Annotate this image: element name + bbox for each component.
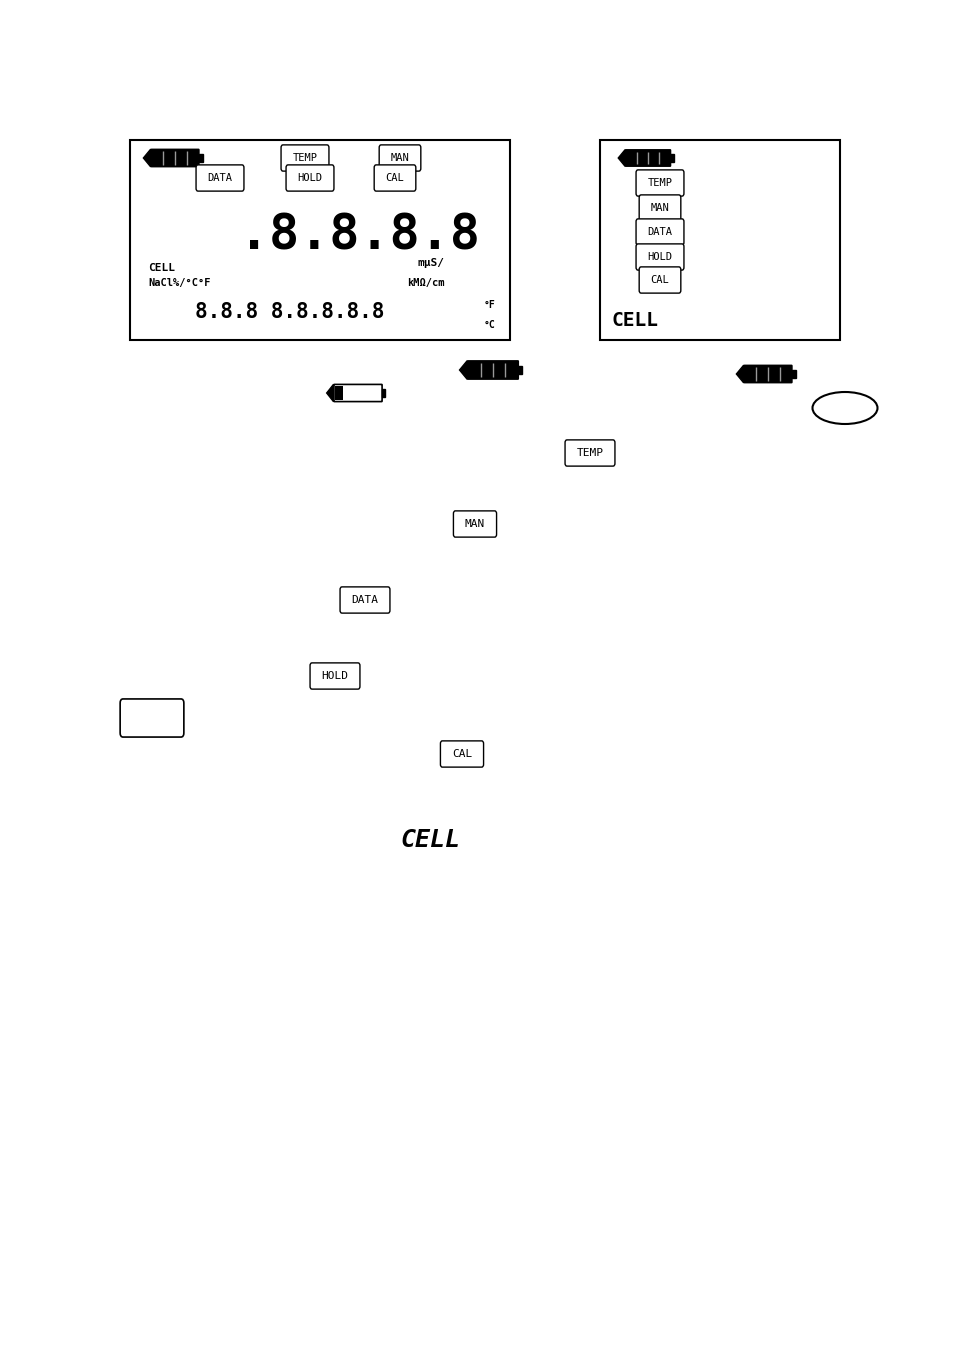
FancyBboxPatch shape xyxy=(339,587,390,612)
Text: HOLD: HOLD xyxy=(321,671,348,681)
Text: HOLD: HOLD xyxy=(647,251,672,262)
FancyBboxPatch shape xyxy=(467,361,517,379)
Text: CAL: CAL xyxy=(650,274,669,285)
Text: mµS/: mµS/ xyxy=(417,258,444,268)
FancyBboxPatch shape xyxy=(625,150,670,166)
Polygon shape xyxy=(326,384,334,402)
Text: .8.8.8.8: .8.8.8.8 xyxy=(239,211,480,260)
Polygon shape xyxy=(143,149,151,166)
Text: TEMP: TEMP xyxy=(647,178,672,188)
Text: CELL: CELL xyxy=(148,264,174,273)
FancyBboxPatch shape xyxy=(286,165,334,191)
Text: CELL: CELL xyxy=(399,827,459,852)
FancyBboxPatch shape xyxy=(636,243,683,270)
FancyBboxPatch shape xyxy=(374,165,416,191)
FancyBboxPatch shape xyxy=(743,365,791,383)
Text: TEMP: TEMP xyxy=(293,153,317,164)
Text: NaCl%/°C°F: NaCl%/°C°F xyxy=(148,279,211,288)
Text: TEMP: TEMP xyxy=(576,448,603,458)
FancyBboxPatch shape xyxy=(440,741,483,767)
Text: MAN: MAN xyxy=(390,153,409,164)
Text: DATA: DATA xyxy=(647,227,672,237)
Bar xyxy=(791,370,795,379)
FancyBboxPatch shape xyxy=(310,662,359,690)
Bar xyxy=(669,154,673,162)
Text: CELL: CELL xyxy=(612,311,659,330)
Text: kMΩ/cm: kMΩ/cm xyxy=(407,279,444,288)
Polygon shape xyxy=(736,365,743,383)
Text: °F: °F xyxy=(483,300,496,310)
FancyBboxPatch shape xyxy=(334,384,382,402)
Text: MAN: MAN xyxy=(650,203,669,214)
FancyBboxPatch shape xyxy=(453,511,497,537)
FancyBboxPatch shape xyxy=(564,439,615,466)
FancyBboxPatch shape xyxy=(130,141,510,339)
FancyBboxPatch shape xyxy=(151,149,199,166)
Text: 8.8.8 8.8.8.8.8: 8.8.8 8.8.8.8.8 xyxy=(195,301,384,322)
FancyBboxPatch shape xyxy=(599,141,840,339)
FancyBboxPatch shape xyxy=(378,145,420,172)
Text: °C: °C xyxy=(483,320,496,330)
FancyBboxPatch shape xyxy=(281,145,329,172)
Bar xyxy=(381,389,385,397)
Bar xyxy=(198,154,202,162)
Text: HOLD: HOLD xyxy=(297,173,322,183)
FancyBboxPatch shape xyxy=(636,219,683,245)
FancyBboxPatch shape xyxy=(636,170,683,196)
Text: CAL: CAL xyxy=(452,749,472,758)
Text: MAN: MAN xyxy=(464,519,485,529)
FancyBboxPatch shape xyxy=(639,195,680,222)
Polygon shape xyxy=(459,361,467,380)
FancyBboxPatch shape xyxy=(639,266,680,293)
FancyBboxPatch shape xyxy=(120,699,184,737)
Ellipse shape xyxy=(812,392,877,425)
Text: CAL: CAL xyxy=(385,173,404,183)
Bar xyxy=(517,366,521,375)
Text: DATA: DATA xyxy=(351,595,378,604)
Bar xyxy=(335,385,343,400)
Text: DATA: DATA xyxy=(208,173,233,183)
FancyBboxPatch shape xyxy=(196,165,244,191)
Polygon shape xyxy=(618,150,624,166)
